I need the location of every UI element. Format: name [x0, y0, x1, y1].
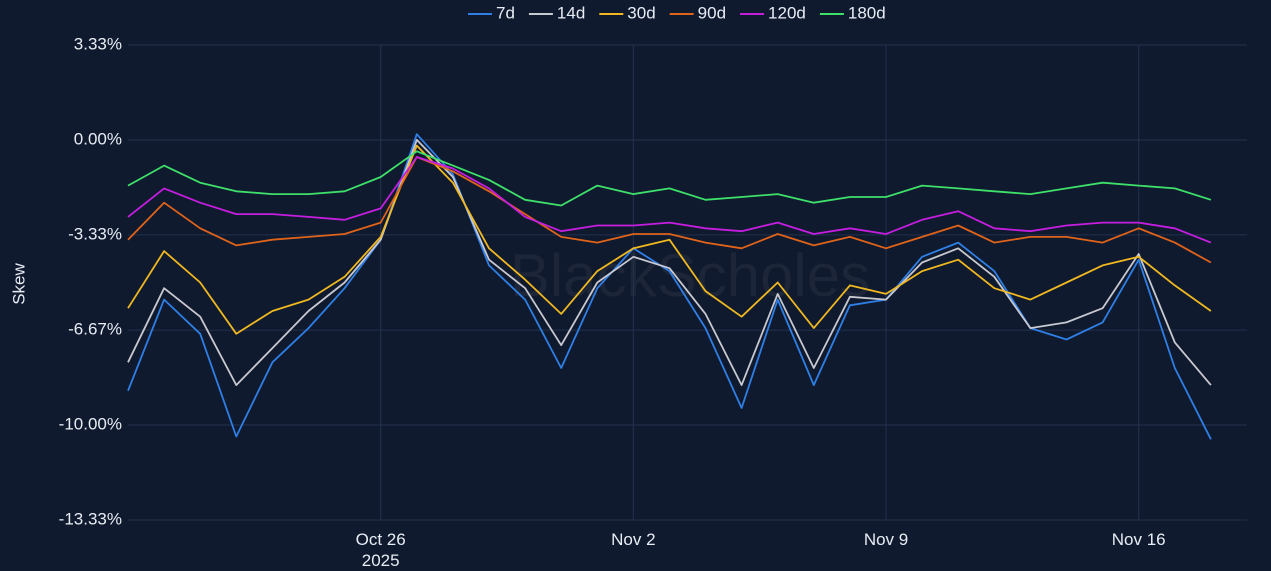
y-tick-label: -3.33%	[68, 224, 122, 243]
legend-label: 90d	[698, 3, 726, 22]
legend: 7d 14d 30d 90d 120d 180d	[468, 3, 886, 22]
x-tick-label: Nov 16	[1111, 530, 1166, 549]
legend-label: 14d	[557, 3, 585, 22]
y-tick-label: 0.00%	[74, 129, 122, 148]
series-line	[127, 156, 1212, 244]
legend-label: 180d	[848, 3, 886, 22]
y-axis-title: Skew	[9, 262, 28, 304]
x-tick-label: Nov 9	[863, 530, 909, 549]
series-line	[127, 150, 1212, 207]
legend-label: 30d	[627, 3, 655, 22]
legend-label: 120d	[768, 3, 806, 22]
x-tick-label: Nov 2	[611, 530, 656, 549]
x-tick-label: Oct 26 2025	[355, 530, 406, 570]
series-line	[127, 156, 1212, 264]
watermark: BlackScholes	[510, 242, 870, 309]
series-line	[127, 144, 1212, 335]
y-tick-label: 3.33%	[74, 34, 122, 53]
y-tick-label: -13.33%	[59, 509, 122, 528]
legend-label: 7d	[496, 3, 515, 22]
y-tick-label: -6.67%	[68, 320, 122, 339]
y-tick-label: -10.00%	[59, 415, 122, 434]
series-line	[127, 139, 1212, 386]
